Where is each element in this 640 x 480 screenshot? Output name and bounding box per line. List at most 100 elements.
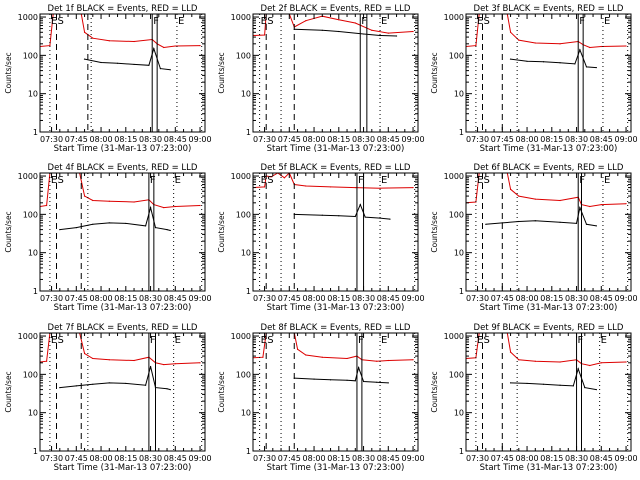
y-axis-label: Counts/sec: [430, 52, 439, 93]
data-point-events: [59, 229, 61, 231]
data-point-events: [92, 383, 94, 385]
plot-area: [253, 333, 416, 451]
y-axis-label: Counts/sec: [4, 52, 13, 93]
data-point-events: [354, 215, 356, 218]
x-tick-label: 07:45: [278, 294, 301, 303]
y-tick-label: 100: [23, 370, 38, 379]
x-tick-label: 07:45: [65, 135, 88, 144]
y-tick-label: 1000: [444, 172, 464, 181]
data-point-lld: [600, 203, 602, 206]
marker-label: F: [150, 335, 156, 346]
x-tick-label: 08:45: [164, 135, 187, 144]
y-tick-label: 1000: [444, 13, 464, 22]
x-tick-label: 09:00: [615, 135, 638, 144]
x-tick-label: 08:00: [90, 454, 113, 463]
y-tick-label: 10: [28, 249, 38, 258]
panel-title: Det 1f BLACK = Events, RED = LLD: [48, 4, 198, 14]
plot-area: [40, 173, 203, 291]
marker-label: F: [361, 16, 367, 27]
data-point-events: [329, 379, 332, 381]
y-tick-label: 1: [246, 128, 251, 137]
x-tick-label: 08:30: [565, 135, 588, 144]
x-tick-label: 08:30: [139, 294, 162, 303]
data-point-events: [595, 225, 597, 227]
x-tick-label: 07:45: [278, 454, 301, 463]
data-point-events: [358, 367, 360, 369]
data-point-lld: [518, 195, 520, 197]
data-point-lld: [346, 357, 348, 360]
x-tick-label: 08:45: [377, 135, 400, 144]
marker-label: E: [477, 175, 483, 186]
marker-label: E: [477, 16, 483, 27]
series-line-events: [510, 48, 597, 69]
data-point-events: [83, 58, 86, 60]
x-axis-label: Start Time (31-Mar-13 07:23:00): [54, 144, 192, 154]
data-point-events: [338, 215, 340, 217]
data-point-lld: [283, 177, 285, 179]
x-tick-label: 07:30: [466, 454, 489, 463]
plot-area: [253, 173, 416, 291]
series-line-events: [294, 365, 389, 384]
data-point-lld: [270, 176, 272, 178]
x-tick-label: 08:00: [303, 135, 326, 144]
data-point-events: [585, 66, 588, 68]
data-point-lld: [625, 45, 627, 47]
data-point-events: [169, 69, 171, 71]
marker-label: E: [51, 335, 57, 346]
data-point-lld: [600, 45, 602, 48]
marker-label: E: [604, 175, 610, 186]
data-point-lld: [46, 360, 48, 362]
data-point-events: [362, 33, 365, 35]
data-point-lld: [108, 359, 110, 361]
data-point-lld: [296, 348, 299, 350]
data-point-lld: [625, 361, 627, 363]
marker-label: E: [381, 175, 387, 186]
data-point-lld: [163, 46, 165, 49]
data-point-lld: [534, 360, 536, 362]
y-axis-label: Counts/sec: [217, 52, 226, 93]
data-point-events: [154, 227, 157, 229]
y-tick-label: 1: [33, 128, 38, 137]
x-tick-label: 09:00: [615, 294, 638, 303]
data-point-lld: [83, 31, 86, 33]
data-point-events: [577, 368, 579, 370]
series-line-events: [510, 367, 597, 391]
series-line-lld: [253, 333, 414, 362]
x-axis-label: Start Time (31-Mar-13 07:23:00): [267, 463, 405, 473]
data-point-events: [108, 382, 110, 384]
data-point-lld: [108, 40, 110, 42]
x-tick-label: 07:30: [253, 135, 276, 144]
data-point-lld: [475, 44, 477, 47]
x-tick-label: 09:00: [402, 294, 425, 303]
marker-label: E: [601, 335, 607, 346]
x-tick-label: 08:00: [516, 135, 539, 144]
y-tick-label: 10: [454, 249, 464, 258]
x-tick-label: 07:45: [65, 294, 88, 303]
data-point-lld: [92, 357, 94, 360]
data-point-lld: [49, 44, 51, 47]
x-tick-label: 08:30: [565, 294, 588, 303]
data-point-lld: [589, 205, 591, 208]
x-tick-label: 08:30: [139, 454, 162, 463]
marker-label: E: [477, 335, 483, 346]
marker-label: S: [58, 335, 64, 346]
data-point-lld: [371, 29, 373, 31]
x-axis-label: Start Time (31-Mar-13 07:23:00): [54, 303, 192, 313]
marker-label: F: [578, 335, 584, 346]
x-tick-label: 08:15: [540, 135, 563, 144]
y-tick-label: 1: [33, 447, 38, 456]
data-point-lld: [263, 34, 266, 36]
data-point-lld: [534, 42, 536, 44]
x-tick-label: 07:45: [491, 294, 514, 303]
x-tick-label: 09:00: [402, 135, 425, 144]
series-line-events: [59, 205, 171, 231]
x-tick-label: 08:30: [139, 135, 162, 144]
data-point-events: [75, 227, 77, 229]
x-tick-label: 08:15: [540, 454, 563, 463]
data-point-events: [376, 381, 378, 383]
